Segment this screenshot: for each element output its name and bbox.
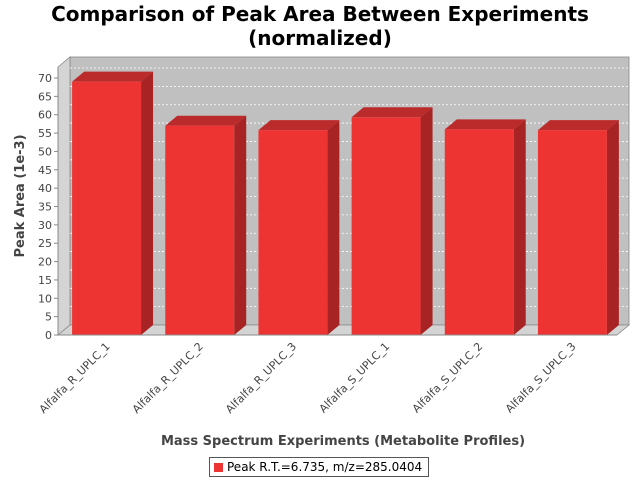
y-tick-label: 40 — [38, 182, 52, 195]
bar — [165, 115, 247, 336]
x-tick-label: Alfalfa_R_UPLC_3 — [223, 340, 299, 416]
y-axis: 0 5 10 15 20 25 30 35 40 45 50 55 60 65 70 — [38, 67, 59, 342]
bar-front — [165, 125, 235, 336]
bar-side — [420, 107, 433, 335]
bar-side — [141, 71, 154, 335]
x-tick-label: Alfalfa_S_UPLC_2 — [410, 340, 486, 416]
bar — [444, 119, 526, 336]
y-tick-label: 15 — [38, 274, 52, 287]
chart-title: Comparison of Peak Area Between Experime… — [0, 2, 640, 50]
bar-side — [513, 119, 526, 336]
gridlines — [70, 67, 629, 308]
bar — [351, 107, 433, 335]
bar-front — [444, 129, 514, 335]
bar-front — [351, 117, 421, 335]
bar-top — [72, 71, 154, 82]
bar-top — [444, 119, 526, 130]
x-tick-label: Alfalfa_R_UPLC_1 — [37, 340, 113, 416]
y-tick-label: 65 — [38, 90, 52, 103]
y-tick-label: 70 — [38, 72, 52, 85]
chart-title-line-2: (normalized) — [248, 26, 392, 50]
legend-swatch — [214, 462, 223, 472]
y-tick-label: 30 — [38, 219, 52, 232]
x-axis: Alfalfa_R_UPLC_1 Alfalfa_R_UPLC_2 Alfalfa_… — [37, 334, 617, 416]
bar-side — [606, 120, 619, 335]
y-tick-label: 10 — [38, 292, 52, 305]
bar-top — [258, 120, 340, 131]
legend-label: Peak R.T.=6.735, m/z=285.0404 — [227, 460, 423, 474]
y-tick-label: 55 — [38, 127, 52, 140]
y-tick-label: 45 — [38, 164, 52, 177]
y-tick-label: 0 — [45, 329, 52, 342]
bar — [72, 71, 154, 335]
x-tick-label: Alfalfa_S_UPLC_1 — [317, 340, 393, 416]
y-tick-label: 50 — [38, 145, 52, 158]
bar-top — [351, 107, 433, 118]
chart-title-line-1: Comparison of Peak Area Between Experime… — [51, 2, 589, 26]
x-tick-label: Alfalfa_S_UPLC_3 — [503, 340, 579, 416]
y-axis-label: Peak Area (1e-3) — [13, 134, 28, 257]
y-tick-label: 60 — [38, 109, 52, 122]
bar-series — [72, 71, 619, 336]
bar-top — [537, 120, 619, 131]
bar-front — [72, 81, 142, 335]
y-tick-label: 5 — [45, 311, 52, 324]
plot-left-wall — [57, 56, 71, 336]
bar-side — [327, 120, 340, 335]
plot-back-panel — [69, 56, 630, 326]
x-tick-label: Alfalfa_R_UPLC_2 — [130, 340, 206, 416]
x-axis-label: Mass Spectrum Experiments (Metabolite Pr… — [161, 434, 525, 449]
y-tick-label: 25 — [38, 237, 52, 250]
bar — [537, 120, 619, 335]
y-tick-label: 20 — [38, 256, 52, 269]
bar-front — [258, 130, 328, 335]
bar-top — [165, 115, 247, 126]
y-tick-label: 35 — [38, 201, 52, 214]
bar-side — [234, 115, 247, 336]
bar-front — [537, 130, 607, 335]
bar — [258, 120, 340, 335]
legend: Peak R.T.=6.735, m/z=285.0404 — [209, 457, 430, 477]
